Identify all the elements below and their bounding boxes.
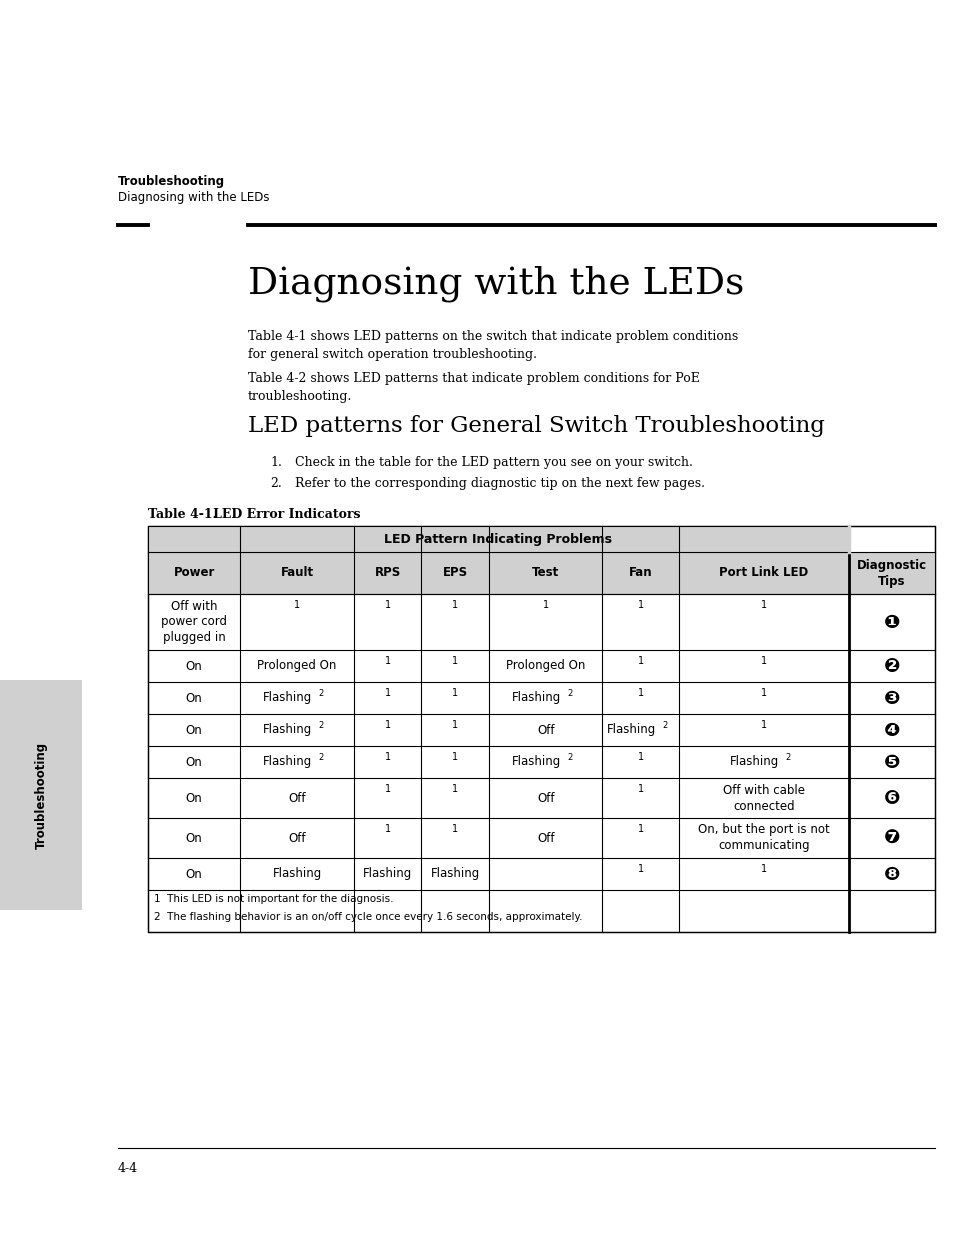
Text: Troubleshooting: Troubleshooting xyxy=(118,175,225,188)
Text: 1: 1 xyxy=(452,720,457,730)
Text: ❷: ❷ xyxy=(882,657,900,676)
Text: EPS: EPS xyxy=(442,567,467,579)
Text: Flashing: Flashing xyxy=(729,756,779,768)
Text: 1: 1 xyxy=(637,688,643,698)
Text: 1: 1 xyxy=(452,752,457,762)
Text: Off: Off xyxy=(537,831,554,845)
Text: 1: 1 xyxy=(542,600,548,610)
Text: 1: 1 xyxy=(637,600,643,610)
Text: Table 4-2 shows LED patterns that indicate problem conditions for PoE
troublesho: Table 4-2 shows LED patterns that indica… xyxy=(248,372,700,403)
Text: Flashing: Flashing xyxy=(263,724,313,736)
Bar xyxy=(148,552,934,594)
Text: On: On xyxy=(186,724,202,736)
Text: 1: 1 xyxy=(760,600,766,610)
Text: Fault: Fault xyxy=(280,567,314,579)
Text: 1: 1 xyxy=(637,752,643,762)
Text: Flashing: Flashing xyxy=(430,867,479,881)
Text: ❼: ❼ xyxy=(882,829,900,847)
Text: Check in the table for the LED pattern you see on your switch.: Check in the table for the LED pattern y… xyxy=(294,456,692,469)
Text: 1: 1 xyxy=(384,752,390,762)
Bar xyxy=(0,680,82,910)
Text: 1: 1 xyxy=(384,656,390,666)
Bar xyxy=(148,526,848,552)
Text: 1: 1 xyxy=(760,720,766,730)
Text: Refer to the corresponding diagnostic tip on the next few pages.: Refer to the corresponding diagnostic ti… xyxy=(294,477,704,490)
Text: Prolonged On: Prolonged On xyxy=(506,659,585,673)
Text: ❺: ❺ xyxy=(882,752,900,772)
Text: Table 4-1 shows LED patterns on the switch that indicate problem conditions
for : Table 4-1 shows LED patterns on the swit… xyxy=(248,330,738,361)
Text: 1: 1 xyxy=(637,824,643,834)
Text: On: On xyxy=(186,692,202,704)
Text: Fan: Fan xyxy=(628,567,652,579)
Text: 1: 1 xyxy=(452,600,457,610)
Text: ❹: ❹ xyxy=(882,720,900,740)
Text: Flashing: Flashing xyxy=(263,692,313,704)
Text: Flashing: Flashing xyxy=(512,692,560,704)
Text: Off with cable
connected: Off with cable connected xyxy=(722,783,804,813)
Text: 2: 2 xyxy=(318,689,323,698)
Text: 2  The flashing behavior is an on/off cycle once every 1.6 seconds, approximatel: 2 The flashing behavior is an on/off cyc… xyxy=(153,911,582,923)
Text: Off: Off xyxy=(537,792,554,804)
Text: Off: Off xyxy=(288,831,306,845)
Text: 1: 1 xyxy=(294,600,300,610)
Text: 1: 1 xyxy=(637,864,643,874)
Text: On: On xyxy=(186,792,202,804)
Text: On: On xyxy=(186,831,202,845)
Text: 2: 2 xyxy=(318,721,323,730)
Text: 1: 1 xyxy=(760,864,766,874)
Text: Diagnosing with the LEDs: Diagnosing with the LEDs xyxy=(118,191,269,204)
Text: Power: Power xyxy=(173,567,214,579)
Text: Flashing: Flashing xyxy=(512,756,560,768)
Text: 1: 1 xyxy=(637,656,643,666)
Text: 4-4: 4-4 xyxy=(118,1162,138,1174)
Text: Flashing: Flashing xyxy=(263,756,313,768)
Text: 1: 1 xyxy=(452,824,457,834)
Text: Test: Test xyxy=(532,567,558,579)
Text: Off: Off xyxy=(537,724,554,736)
Text: 1: 1 xyxy=(384,600,390,610)
Text: Flashing: Flashing xyxy=(273,867,321,881)
Text: Diagnostic
Tips: Diagnostic Tips xyxy=(856,558,926,588)
Text: Off: Off xyxy=(288,792,306,804)
Text: 1: 1 xyxy=(384,784,390,794)
Text: 2.: 2. xyxy=(270,477,281,490)
Text: 1: 1 xyxy=(452,656,457,666)
Text: LED Pattern Indicating Problems: LED Pattern Indicating Problems xyxy=(384,532,612,546)
Text: 1: 1 xyxy=(637,784,643,794)
Text: ❶: ❶ xyxy=(882,613,900,631)
Text: On: On xyxy=(186,867,202,881)
Text: 1.: 1. xyxy=(270,456,281,469)
Text: 2: 2 xyxy=(661,721,666,730)
Text: On, but the port is not
communicating: On, but the port is not communicating xyxy=(698,824,829,852)
Text: 1: 1 xyxy=(452,688,457,698)
Text: Off with
power cord
plugged in: Off with power cord plugged in xyxy=(161,599,227,645)
Text: LED Error Indicators: LED Error Indicators xyxy=(200,508,360,521)
Text: LED patterns for General Switch Troubleshooting: LED patterns for General Switch Troubles… xyxy=(248,415,824,437)
Text: 2: 2 xyxy=(566,689,572,698)
Text: ❽: ❽ xyxy=(882,864,900,883)
Text: Prolonged On: Prolonged On xyxy=(257,659,336,673)
Text: 1: 1 xyxy=(384,720,390,730)
Text: Diagnosing with the LEDs: Diagnosing with the LEDs xyxy=(248,266,743,301)
Text: ❸: ❸ xyxy=(882,688,900,708)
Text: Port Link LED: Port Link LED xyxy=(719,567,807,579)
Text: RPS: RPS xyxy=(374,567,400,579)
Text: 1: 1 xyxy=(384,824,390,834)
Text: Flashing: Flashing xyxy=(362,867,412,881)
Text: 2: 2 xyxy=(318,752,323,762)
Text: 2: 2 xyxy=(566,752,572,762)
Text: Flashing: Flashing xyxy=(606,724,656,736)
Text: ❻: ❻ xyxy=(882,788,900,808)
Text: On: On xyxy=(186,659,202,673)
Text: Troubleshooting: Troubleshooting xyxy=(34,741,48,848)
Text: 2: 2 xyxy=(784,752,789,762)
Text: 1: 1 xyxy=(452,784,457,794)
Text: 1: 1 xyxy=(384,688,390,698)
Text: On: On xyxy=(186,756,202,768)
Text: 1  This LED is not important for the diagnosis.: 1 This LED is not important for the diag… xyxy=(153,894,393,904)
Text: 1: 1 xyxy=(760,656,766,666)
Text: 1: 1 xyxy=(760,688,766,698)
Bar xyxy=(148,526,934,932)
Text: Table 4-1.: Table 4-1. xyxy=(148,508,216,521)
